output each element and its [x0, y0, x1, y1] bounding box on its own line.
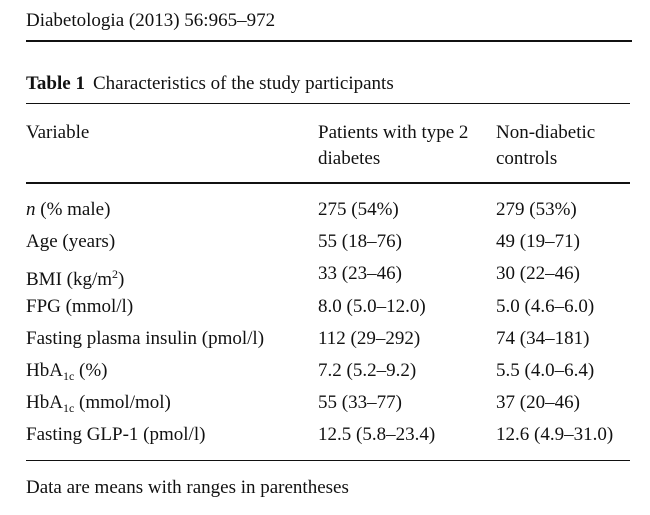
row-patients-value: 55 (18–76): [318, 231, 402, 253]
row-patients-value: 33 (23–46): [318, 263, 402, 285]
column-header-controls: Non-diabetic controls: [496, 122, 596, 169]
row-controls-value: 12.6 (4.9–31.0): [496, 424, 614, 446]
row-patients-value: 8.0 (5.0–12.0): [318, 295, 426, 317]
table-row: BMI (kg/m2) 33 (23–46) 30 (22–46): [26, 261, 632, 293]
row-controls-value: 279 (53%): [496, 199, 577, 220]
column-header-patients: Patients with type 2 diabetes: [318, 122, 469, 169]
row-variable: FPG (mmol/l): [26, 295, 134, 317]
table-row: Fasting plasma insulin (pmol/l) 112 (29–…: [26, 326, 632, 358]
row-patients-value: 55 (33–77): [318, 392, 402, 414]
row-controls-value: 37 (20–46): [496, 392, 580, 414]
table-caption: Table 1 Characteristics of the study part…: [26, 73, 394, 95]
row-variable: BMI (kg/m2): [26, 267, 125, 291]
row-variable: Age (years): [26, 231, 116, 253]
row-controls-value: 5.5 (4.0–6.4): [496, 359, 595, 381]
row-variable: HbA1c (mmol/mol): [26, 392, 171, 416]
header-rule: [26, 40, 632, 42]
row-variable: n (% male): [26, 199, 111, 220]
table-top-rule: [26, 103, 630, 104]
row-variable: Fasting GLP-1 (pmol/l): [26, 424, 206, 446]
row-variable: Fasting plasma insulin (pmol/l): [26, 327, 265, 349]
table-row: HbA1c (mmol/mol) 55 (33–77) 37 (20–46): [26, 390, 632, 422]
row-controls-value: 5.0 (4.6–6.0): [496, 295, 595, 317]
table-bottom-rule: [26, 460, 630, 461]
table-row: HbA1c (%) 7.2 (5.2–9.2) 5.5 (4.0–6.4): [26, 358, 632, 390]
row-controls-value: 49 (19–71): [496, 231, 580, 253]
table-row: Fasting GLP-1 (pmol/l) 12.5 (5.8–23.4) 1…: [26, 422, 632, 454]
row-controls-value: 30 (22–46): [496, 263, 580, 285]
row-patients-value: 112 (29–292): [318, 327, 421, 349]
column-header-variable: Variable: [26, 122, 90, 143]
table-footnote: Data are means with ranges in parenthese…: [26, 477, 349, 498]
row-patients-value: 275 (54%): [318, 199, 399, 220]
row-patients-value: 7.2 (5.2–9.2): [318, 359, 417, 381]
table-label: Table 1: [26, 73, 85, 94]
row-controls-value: 74 (34–181): [496, 327, 590, 349]
row-patients-value: 12.5 (5.8–23.4): [318, 424, 436, 446]
table-body: n (% male) 275 (54%) 279 (53%) Age (year…: [26, 197, 632, 455]
table-row: FPG (mmol/l) 8.0 (5.0–12.0) 5.0 (4.6–6.0…: [26, 294, 632, 326]
table-row: Age (years) 55 (18–76) 49 (19–71): [26, 229, 632, 261]
table-title: Characteristics of the study participant…: [92, 73, 394, 94]
row-variable: HbA1c (%): [26, 359, 108, 383]
journal-header: Diabetologia (2013) 56:965–972: [26, 10, 276, 31]
table-header-rule: [26, 182, 630, 184]
table-row: n (% male) 275 (54%) 279 (53%): [26, 197, 632, 229]
